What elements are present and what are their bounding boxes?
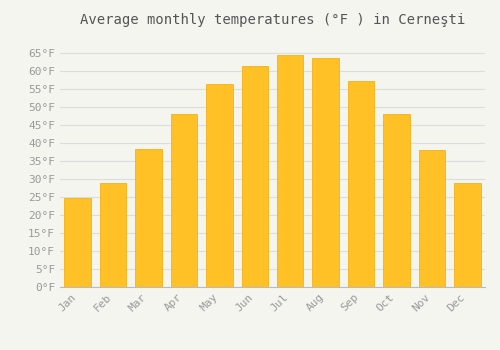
Bar bbox=[348, 81, 374, 287]
Bar bbox=[206, 84, 233, 287]
Bar bbox=[312, 58, 339, 287]
Bar bbox=[64, 198, 91, 287]
Bar bbox=[277, 55, 303, 287]
Bar bbox=[383, 114, 409, 287]
Title: Average monthly temperatures (°F ) in Cerneşti: Average monthly temperatures (°F ) in Ce… bbox=[80, 13, 465, 27]
Bar bbox=[136, 149, 162, 287]
Bar bbox=[100, 183, 126, 287]
Bar bbox=[418, 150, 445, 287]
Bar bbox=[170, 114, 197, 287]
Bar bbox=[242, 65, 268, 287]
Bar bbox=[454, 183, 480, 287]
